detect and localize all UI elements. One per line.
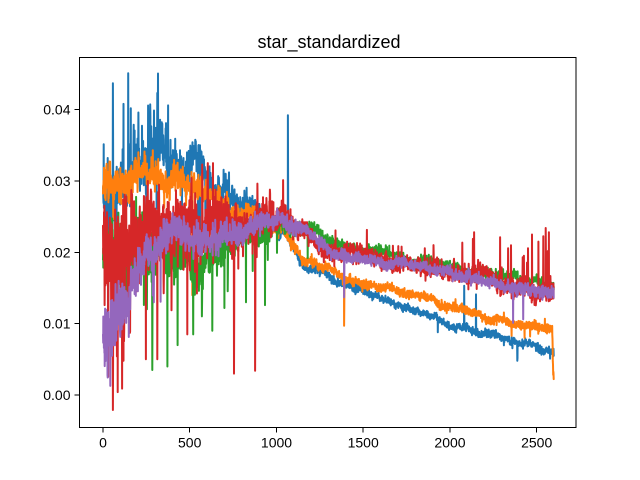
svg-text:0.03: 0.03 bbox=[43, 173, 70, 189]
svg-text:star_standardized: star_standardized bbox=[257, 32, 400, 53]
svg-text:0: 0 bbox=[99, 435, 107, 451]
svg-text:2500: 2500 bbox=[521, 435, 552, 451]
svg-text:0.01: 0.01 bbox=[43, 316, 70, 332]
svg-text:0.00: 0.00 bbox=[43, 387, 70, 403]
svg-text:1500: 1500 bbox=[348, 435, 379, 451]
svg-text:500: 500 bbox=[178, 435, 202, 451]
svg-text:0.04: 0.04 bbox=[43, 102, 70, 118]
svg-text:2000: 2000 bbox=[434, 435, 465, 451]
svg-text:0.02: 0.02 bbox=[43, 244, 70, 260]
svg-text:1000: 1000 bbox=[261, 435, 292, 451]
